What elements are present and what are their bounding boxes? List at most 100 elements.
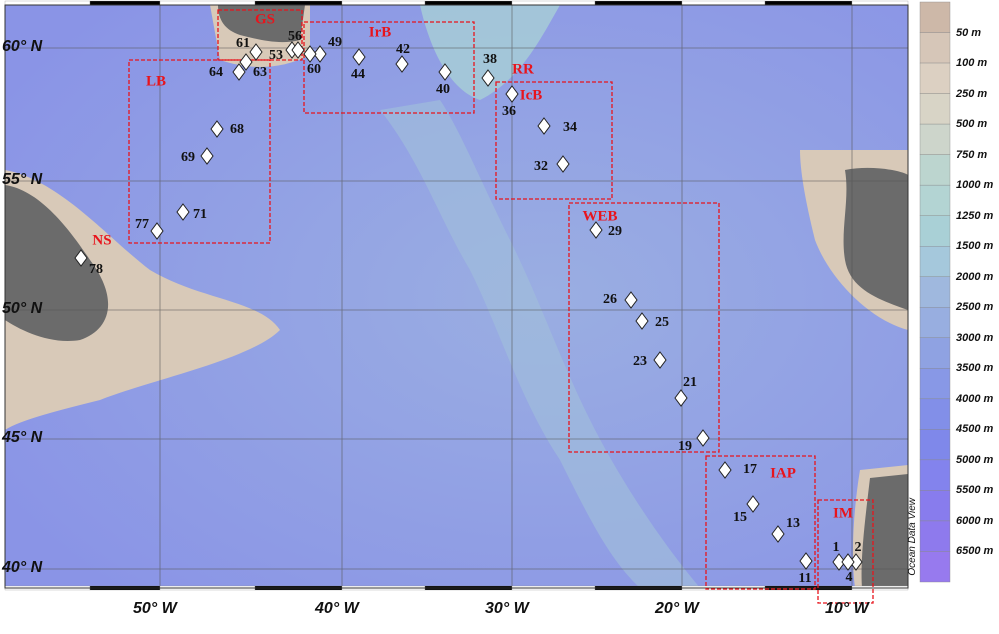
colorbar-band: [919, 1, 951, 33]
station-marker-60: [303, 45, 317, 63]
depth-label: 1000 m: [956, 179, 994, 192]
ridge-shallows: [380, 100, 700, 588]
station-label-17: 17: [743, 462, 757, 477]
station-label-44: 44: [351, 67, 365, 82]
station-label-77: 77: [135, 217, 149, 232]
station-marker-49: [313, 45, 327, 63]
region-box-gs: [217, 9, 303, 61]
station-label-21: 21: [683, 375, 697, 390]
station-marker-34: [537, 117, 551, 135]
depth-label: 2500 m: [956, 301, 994, 314]
station-label-71: 71: [193, 207, 207, 222]
station-label-78: 78: [89, 262, 103, 277]
colorbar-band: [919, 307, 951, 338]
ireland-land: [843, 167, 908, 310]
station-label-23: 23: [633, 354, 647, 369]
station-label-34: 34: [563, 120, 577, 135]
station-marker-21: [674, 389, 688, 407]
station-marker-68: [210, 120, 224, 138]
depth-label: 6500 m: [956, 545, 994, 558]
station-label-26: 26: [603, 292, 617, 307]
station-marker-44: [352, 48, 366, 66]
station-label-19: 19: [678, 439, 692, 454]
depth-label: 2000 m: [956, 270, 994, 283]
region-label-lb: LB: [145, 73, 167, 90]
station-marker-61: [249, 43, 263, 61]
depth-label: 3500 m: [956, 362, 994, 375]
station-marker-19: [696, 429, 710, 447]
depth-label: 750 m: [956, 148, 988, 161]
station-marker-15: [746, 495, 760, 513]
station-marker-36: [505, 85, 519, 103]
scale-ruler-segment: [764, 0, 853, 6]
depth-label: 5500 m: [956, 484, 994, 497]
depth-label: 50 m: [956, 26, 982, 39]
latitude-label: 60° N: [2, 38, 43, 55]
station-label-53: 53: [269, 48, 283, 63]
latitude-label: 50° N: [2, 300, 43, 317]
colorbar-band: [919, 551, 951, 583]
scale-ruler-segment: [254, 0, 343, 6]
scale-ruler-segment: [681, 0, 766, 6]
scale-ruler-segment: [89, 0, 161, 6]
station-marker-38: [481, 69, 495, 87]
greenland-land: [218, 5, 305, 43]
station-label-36: 36: [502, 104, 516, 119]
station-label-29: 29: [608, 224, 622, 239]
station-marker-32: [556, 155, 570, 173]
latitude-label: 55° N: [2, 171, 43, 188]
station-marker-4: [841, 553, 855, 571]
station-label-2: 2: [854, 540, 862, 555]
longitude-label: 10° W: [825, 600, 869, 617]
region-label-rr: RR: [512, 61, 534, 78]
depth-label: 1250 m: [956, 209, 994, 222]
newfoundland-shelf: [5, 170, 280, 430]
station-label-69: 69: [181, 150, 195, 165]
region-label-web: WEB: [582, 208, 618, 225]
region-box-web: [568, 202, 720, 453]
depth-label: 100 m: [956, 57, 988, 70]
depth-label: 3000 m: [956, 331, 994, 344]
colorbar-band: [919, 93, 951, 125]
station-label-25: 25: [655, 315, 669, 330]
depth-label: 500 m: [956, 118, 988, 131]
scale-ruler-segment: [341, 0, 426, 6]
station-label-32: 32: [534, 159, 548, 174]
region-label-icb: IcB: [519, 87, 543, 104]
station-marker-42: [395, 55, 409, 73]
station-label-56: 56: [288, 29, 302, 44]
longitude-label: 30° W: [485, 600, 529, 617]
station-marker-77: [150, 222, 164, 240]
station-label-63: 63: [253, 65, 267, 80]
station-label-68: 68: [230, 122, 244, 137]
station-marker-29: [589, 221, 603, 239]
colorbar-band: [919, 276, 951, 308]
station-label-1: 1: [832, 540, 840, 555]
longitude-label: 20° W: [655, 600, 699, 617]
station-label-61: 61: [236, 36, 250, 51]
depth-label: 1500 m: [956, 240, 994, 253]
colorbar-band: [919, 246, 951, 277]
station-marker-56: [291, 41, 305, 59]
station-marker-78: [74, 249, 88, 267]
station-label-49: 49: [328, 35, 342, 50]
depth-label: 4500 m: [956, 423, 994, 436]
station-label-42: 42: [396, 42, 410, 57]
region-label-ns: NS: [92, 232, 112, 249]
station-label-40: 40: [436, 82, 450, 97]
station-label-15: 15: [733, 510, 747, 525]
station-marker-64: [232, 63, 246, 81]
region-label-im: IM: [833, 505, 853, 522]
station-marker-40: [438, 63, 452, 81]
iceland-shelf: [420, 5, 560, 100]
station-marker-25: [635, 312, 649, 330]
depth-label: 4000 m: [956, 392, 994, 405]
colorbar-band: [919, 429, 951, 461]
region-label-iap: IAP: [770, 465, 796, 482]
longitude-label: 40° W: [315, 600, 359, 617]
scale-ruler-segment: [159, 0, 256, 6]
colorbar-band: [919, 154, 951, 186]
region-box-irb: [303, 21, 475, 114]
station-marker-23: [653, 351, 667, 369]
